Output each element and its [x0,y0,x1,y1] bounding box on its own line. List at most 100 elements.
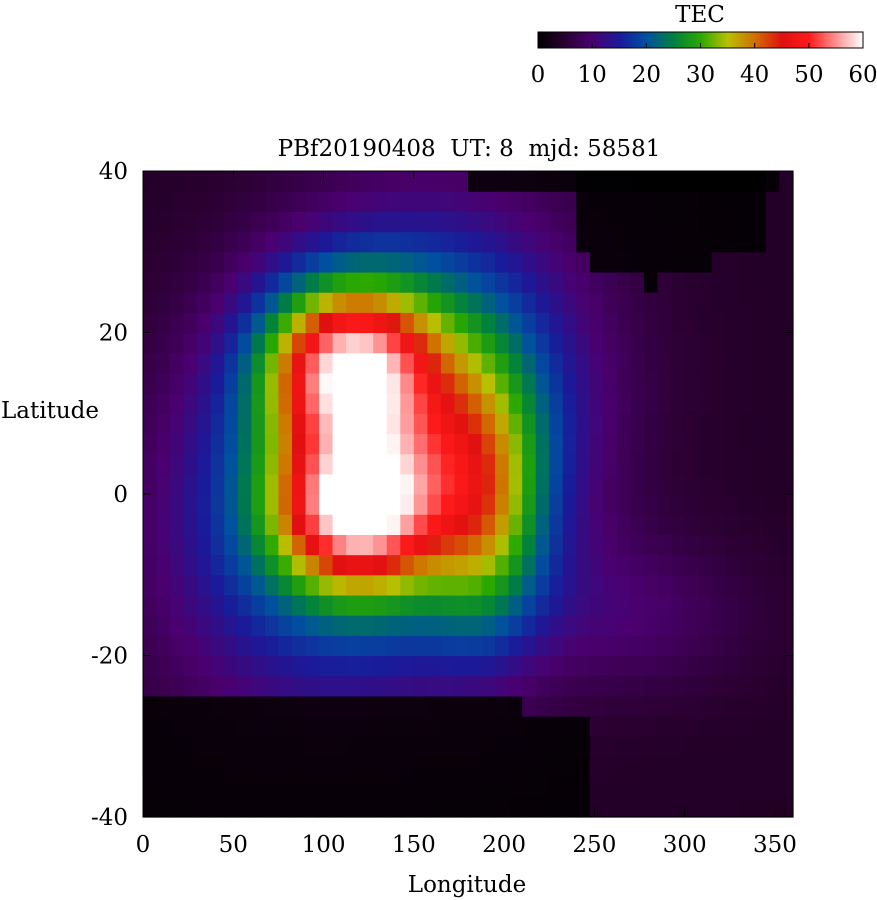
heatmap-cell [671,655,686,677]
heatmap-cell [156,635,171,657]
heatmap-cell [589,171,605,192]
heatmap-cell [671,756,686,778]
heatmap-cell [291,231,307,253]
heatmap-cell [332,635,347,657]
heatmap-cell [440,736,456,758]
heatmap-cell [481,494,496,515]
heatmap-cell [589,332,605,354]
heatmap-cell [183,514,198,535]
heatmap-cell [671,413,686,435]
heatmap-cell [616,211,632,233]
heatmap-cell [508,372,523,394]
heatmap-cell [346,312,361,334]
heatmap-cell [657,615,672,636]
heatmap-cell [630,191,645,212]
heatmap-cell [481,393,496,414]
heatmap-cell [508,675,523,697]
heatmap-cell [779,372,794,394]
heatmap-cell [616,271,632,293]
heatmap-cell [481,231,496,253]
heatmap-cell [210,675,225,697]
heatmap-cell [671,514,686,535]
heatmap-cell [143,413,158,435]
heatmap-cell [170,695,185,717]
heatmap-cell [197,211,212,233]
heatmap-cell [657,534,672,556]
heatmap-cell [291,332,307,354]
heatmap-cell [264,655,280,677]
heatmap-cell [278,554,293,576]
heatmap-cell [305,594,320,616]
heatmap-cell [738,574,753,596]
heatmap-cell [671,594,686,616]
heatmap-cell [170,514,185,535]
heatmap-cell [589,251,605,273]
heatmap-cell [779,675,794,697]
heatmap-cell [291,675,307,697]
y-tick-label: 0 [113,482,128,508]
heatmap-cell [671,736,686,758]
heatmap-cell [386,191,401,212]
heatmap-cell [522,473,537,495]
heatmap-cell [197,594,212,616]
heatmap-cell [481,695,496,717]
heatmap-cell [684,574,699,596]
heatmap-cell [346,796,361,818]
heatmap-cell [644,534,659,556]
heatmap-cell [210,191,225,212]
heatmap-cell [603,473,618,495]
heatmap-cell [698,655,713,677]
heatmap-cell [481,211,496,233]
heatmap-cell [711,231,726,253]
heatmap-cell [535,615,550,636]
heatmap-cell [711,332,726,354]
heatmap-cell [711,756,726,778]
heatmap-cell [346,695,361,717]
heatmap-cell [332,736,347,758]
heatmap-cell [332,433,347,455]
heatmap-cell [468,372,483,394]
heatmap-cell [549,574,564,596]
heatmap-cell [481,574,496,596]
heatmap-cell [752,332,767,354]
heatmap-cell [143,332,158,354]
heatmap-cell [725,332,740,354]
heatmap-cell [779,655,794,677]
heatmap-cell [251,211,266,233]
heatmap-cell [522,635,537,657]
heatmap-cell [305,514,320,535]
heatmap-cell [657,756,672,778]
heatmap-cell [319,191,334,212]
heatmap-cell [454,615,469,636]
heatmap-cell [386,736,401,758]
heatmap-cell [630,211,645,233]
heatmap-cell [183,191,198,212]
heatmap-cell [197,615,212,636]
heatmap-cell [224,352,239,374]
heatmap-cell [359,635,374,657]
heatmap-cell [535,433,550,455]
heatmap-cell [765,615,781,636]
heatmap-cell [305,393,320,414]
heatmap-cell [278,796,293,818]
heatmap-cell [738,211,753,233]
heatmap-cell [603,594,618,616]
heatmap-cell [251,776,266,798]
heatmap-cell [535,736,550,758]
heatmap-cell [522,433,537,455]
heatmap-cell [170,473,185,495]
heatmap-cell [305,271,320,293]
heatmap-cell [386,211,401,233]
heatmap-cell [522,756,537,778]
heatmap-cell [400,372,415,394]
heatmap-cell [427,776,442,798]
heatmap-cell [359,271,374,293]
heatmap-cell [603,534,618,556]
heatmap-cell [346,332,361,354]
heatmap-cell [684,292,699,313]
heatmap-cell [210,352,225,374]
heatmap-cell [183,554,198,576]
heatmap-cell [549,251,564,273]
heatmap-cell [644,716,659,737]
heatmap-cell [278,594,293,616]
